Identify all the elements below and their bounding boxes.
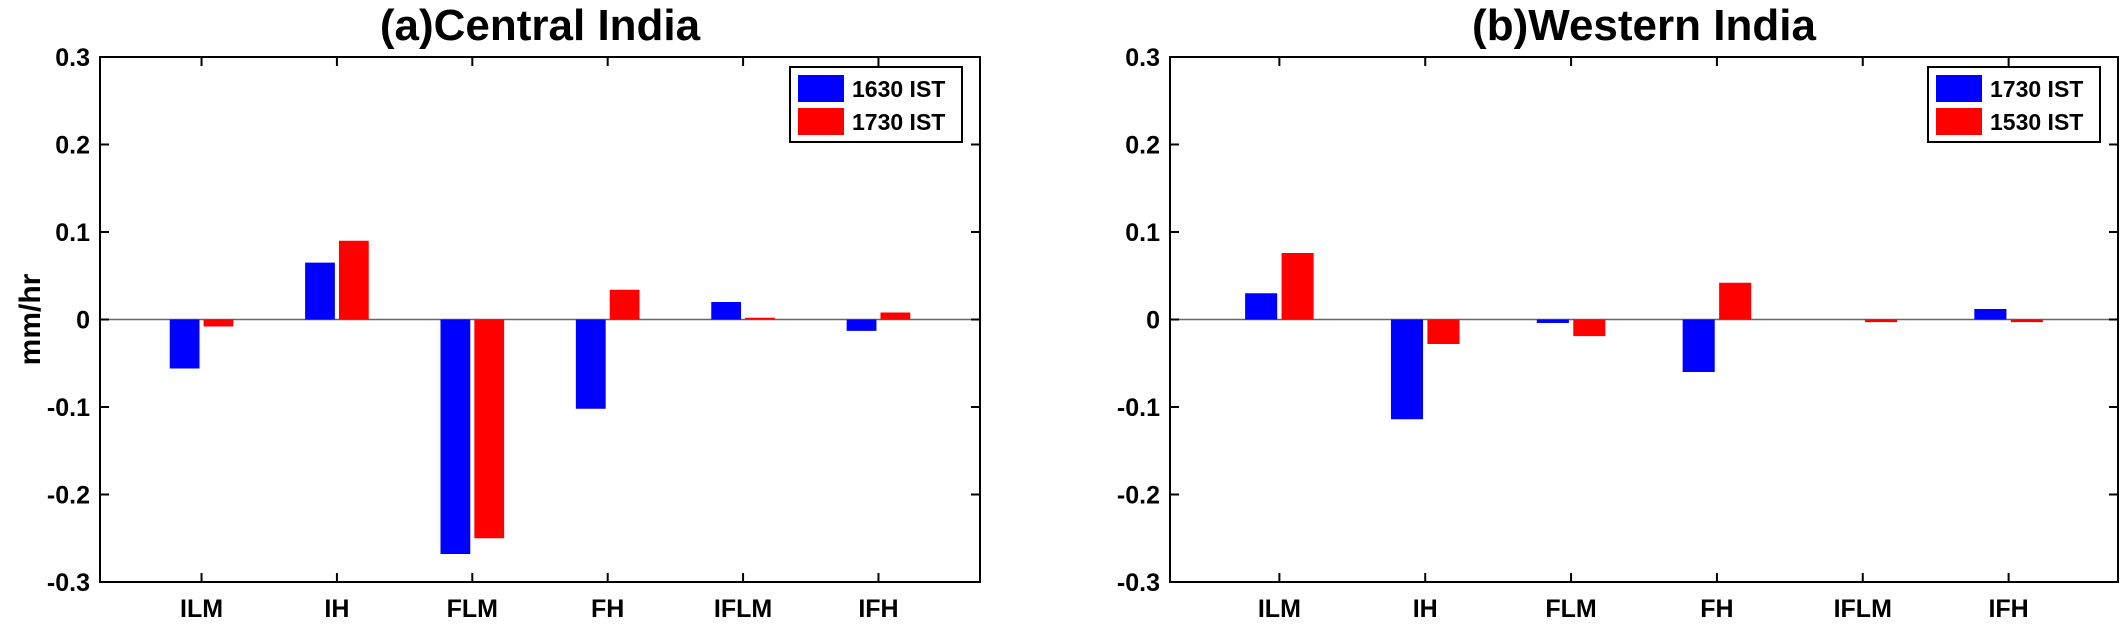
y-tick-label: 0.3 <box>55 44 90 72</box>
bar-1530-ist-fh <box>1719 282 1752 320</box>
bar-1630-ist-flm <box>440 319 471 554</box>
x-category-label: FLM <box>447 595 498 623</box>
bar-1730-ist-flm <box>1536 319 1569 323</box>
chart-panel-1: 0.3 0.2 0.1 0 -0.1 -0.2 -0.3 ILM IH FLM FH IFLM IFH (… <box>14 1 981 623</box>
chart-panel-2: 0.3 0.2 0.1 0 -0.1 -0.2 -0.3 ILM IH FLM FH IFLM IFH (… <box>1117 1 2119 623</box>
y-tick-label: 0.1 <box>55 219 90 247</box>
x-category-label: IFH <box>1988 595 2028 623</box>
chart-title: (a)Central India <box>380 1 701 50</box>
legend-label: 1630 IST <box>852 76 945 102</box>
chart-title: (b)Western India <box>1472 1 1816 50</box>
legend-swatch <box>1936 108 1982 135</box>
bar-1730-ist-ifh <box>1974 309 2007 320</box>
legend-swatch <box>798 108 844 135</box>
y-axis-label: mm/hr <box>14 273 47 365</box>
y-tick-label: -0.2 <box>47 482 90 510</box>
bar-1630-ist-ilm <box>169 319 200 369</box>
bar-1530-ist-ifh <box>2010 319 2043 323</box>
bar-1730-ist-iflm <box>745 317 775 320</box>
bar-1730-ist-ilm <box>1245 293 1278 320</box>
bar-1530-ist-ilm <box>1281 253 1314 320</box>
bar-1630-ist-ih <box>305 262 335 320</box>
bar-1630-ist-iflm <box>711 302 742 320</box>
x-category-label: IH <box>324 595 349 623</box>
legend-label: 1730 IST <box>852 109 945 135</box>
y-tick-label: 0 <box>1146 307 1160 335</box>
bar-1730-ist-fh <box>609 289 640 320</box>
x-category-label: FLM <box>1545 595 1596 623</box>
x-category-label: ILM <box>1258 595 1301 623</box>
y-tick-label: 0 <box>76 307 90 335</box>
y-tick-label: 0.3 <box>1125 44 1160 72</box>
bar-1630-ist-fh <box>575 319 606 409</box>
x-category-label: FH <box>591 595 624 623</box>
legend-label: 1730 IST <box>1990 76 2083 102</box>
legend: 1730 IST 1530 IST <box>1927 66 2101 143</box>
y-tick-label: -0.3 <box>47 569 90 597</box>
legend-label: 1530 IST <box>1990 109 2083 135</box>
x-category-label: IFLM <box>1834 595 1892 623</box>
bar-1730-ist-fh <box>1682 319 1715 372</box>
y-tick-label: -0.1 <box>1117 394 1160 422</box>
x-category-label: ILM <box>180 595 223 623</box>
y-tick-label: -0.1 <box>47 394 90 422</box>
x-category-label: IFLM <box>714 595 772 623</box>
bar-1530-ist-iflm <box>1864 319 1898 323</box>
y-tick-label: 0.2 <box>1125 132 1160 160</box>
y-tick-label: 0.1 <box>1125 219 1160 247</box>
legend-swatch <box>798 75 844 102</box>
bar-1630-ist-ifh <box>846 319 877 331</box>
x-category-label: FH <box>1700 595 1733 623</box>
bar-1730-ist-ih <box>338 240 369 320</box>
bar-1730-ist-ih <box>1390 319 1424 420</box>
bar-1730-ist-flm <box>474 319 505 539</box>
bar-1730-ist-ifh <box>880 312 911 320</box>
y-tick-label: -0.2 <box>1117 482 1160 510</box>
bar-1730-ist-ilm <box>203 319 234 327</box>
bar-1530-ist-flm <box>1573 319 1606 337</box>
legend-swatch <box>1936 75 1982 102</box>
x-category-label: IFH <box>858 595 898 623</box>
legend: 1630 IST 1730 IST <box>789 66 963 143</box>
x-category-label: IH <box>1413 595 1438 623</box>
bar-1530-ist-ih <box>1427 319 1460 344</box>
y-tick-label: -0.3 <box>1117 569 1160 597</box>
y-tick-label: 0.2 <box>55 132 90 160</box>
